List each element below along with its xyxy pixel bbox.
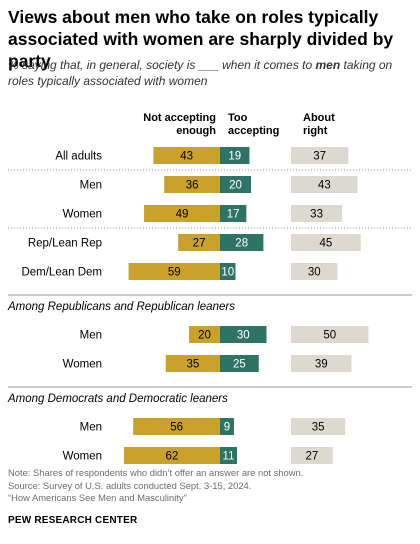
chart-title: Views about men who take on roles typica…	[8, 7, 394, 71]
bar-not-accepting	[153, 147, 220, 164]
value-about-right: 27	[306, 451, 319, 463]
bar-about-right	[291, 176, 358, 193]
value-too-accepting: 30	[237, 330, 250, 342]
row-label: Women	[63, 359, 102, 371]
value-too-accepting: 28	[235, 238, 248, 250]
bar-about-right	[291, 355, 352, 372]
bar-about-right	[291, 147, 349, 164]
bar-not-accepting	[144, 205, 220, 222]
value-too-accepting: 17	[227, 209, 240, 221]
value-not-accepting: 36	[186, 180, 199, 192]
footer-report: “How Americans See Men and Masculinity”	[8, 492, 187, 503]
value-about-right: 35	[312, 422, 325, 434]
bar-too-accepting	[220, 205, 247, 222]
chart-footer: Note: Shares of respondents who didn’t o…	[8, 467, 412, 505]
subtitle-text-end: taking on roles typically associated wit…	[8, 58, 393, 88]
row-label: Men	[80, 422, 102, 434]
row-label: All adults	[55, 151, 102, 163]
bar-not-accepting	[178, 234, 220, 251]
header-about-right: About right	[303, 112, 335, 137]
value-too-accepting: 25	[233, 359, 246, 371]
bar-too-accepting	[220, 418, 234, 435]
value-not-accepting: 49	[176, 209, 189, 221]
value-not-accepting: 56	[170, 422, 183, 434]
value-about-right: 39	[315, 359, 328, 371]
value-too-accepting: 10	[221, 267, 234, 279]
bar-not-accepting	[123, 447, 220, 464]
row-label: Dem/Lean Dem	[21, 267, 102, 279]
header-not-accepting-enough: Not accepting enough	[143, 112, 216, 137]
bar-too-accepting	[220, 447, 238, 464]
header-too-accepting: Too accepting	[228, 112, 279, 137]
value-about-right: 45	[319, 238, 332, 250]
subtitle-emphasis: men	[315, 58, 341, 72]
bar-not-accepting	[133, 418, 220, 435]
bar-too-accepting	[220, 176, 251, 193]
bar-not-accepting	[164, 176, 220, 193]
bar-not-accepting	[128, 263, 220, 280]
bar-too-accepting	[220, 326, 267, 343]
value-too-accepting: 11	[223, 451, 235, 463]
value-too-accepting: 20	[229, 180, 242, 192]
value-not-accepting: 35	[186, 359, 199, 371]
bar-too-accepting	[220, 234, 264, 251]
value-not-accepting: 59	[168, 267, 181, 279]
value-not-accepting: 43	[180, 151, 193, 163]
row-label: Women	[63, 451, 102, 463]
bar-too-accepting	[220, 355, 259, 372]
row-label: Men	[80, 180, 102, 192]
bar-not-accepting	[189, 326, 220, 343]
value-about-right: 50	[323, 330, 336, 342]
chart-subtitle: % saying that, in general, society is __…	[8, 57, 412, 89]
value-about-right: 30	[308, 267, 321, 279]
value-not-accepting: 27	[193, 238, 206, 250]
value-about-right: 43	[318, 180, 331, 192]
row-label: Women	[63, 209, 102, 221]
subtitle-text-start: % saying that, in general, society is __…	[8, 58, 316, 72]
brand-logo-text: PEW RESEARCH CENTER	[8, 515, 138, 526]
value-about-right: 33	[310, 209, 323, 221]
bar-about-right	[291, 447, 333, 464]
value-too-accepting: 19	[228, 151, 241, 163]
group-heading: Among Democrats and Democratic leaners	[7, 393, 228, 405]
value-not-accepting: 20	[198, 330, 211, 342]
footer-note: Note: Shares of respondents who didn’t o…	[8, 467, 304, 478]
value-too-accepting: 9	[224, 422, 230, 434]
value-not-accepting: 62	[166, 451, 179, 463]
value-about-right: 37	[313, 151, 326, 163]
row-label: Men	[80, 330, 102, 342]
bar-not-accepting	[165, 355, 220, 372]
bar-about-right	[291, 418, 346, 435]
bar-about-right	[291, 205, 343, 222]
bar-about-right	[291, 234, 361, 251]
group-heading: Among Republicans and Republican leaners	[7, 301, 235, 313]
bar-about-right	[291, 263, 338, 280]
footer-source: Source: Survey of U.S. adults conducted …	[8, 479, 252, 491]
bar-about-right	[291, 326, 369, 343]
row-label: Rep/Lean Rep	[28, 238, 102, 250]
bar-too-accepting	[220, 147, 250, 164]
chart-area: Not accepting enough Too accepting About righ…	[7, 112, 412, 464]
bar-too-accepting	[220, 263, 236, 280]
